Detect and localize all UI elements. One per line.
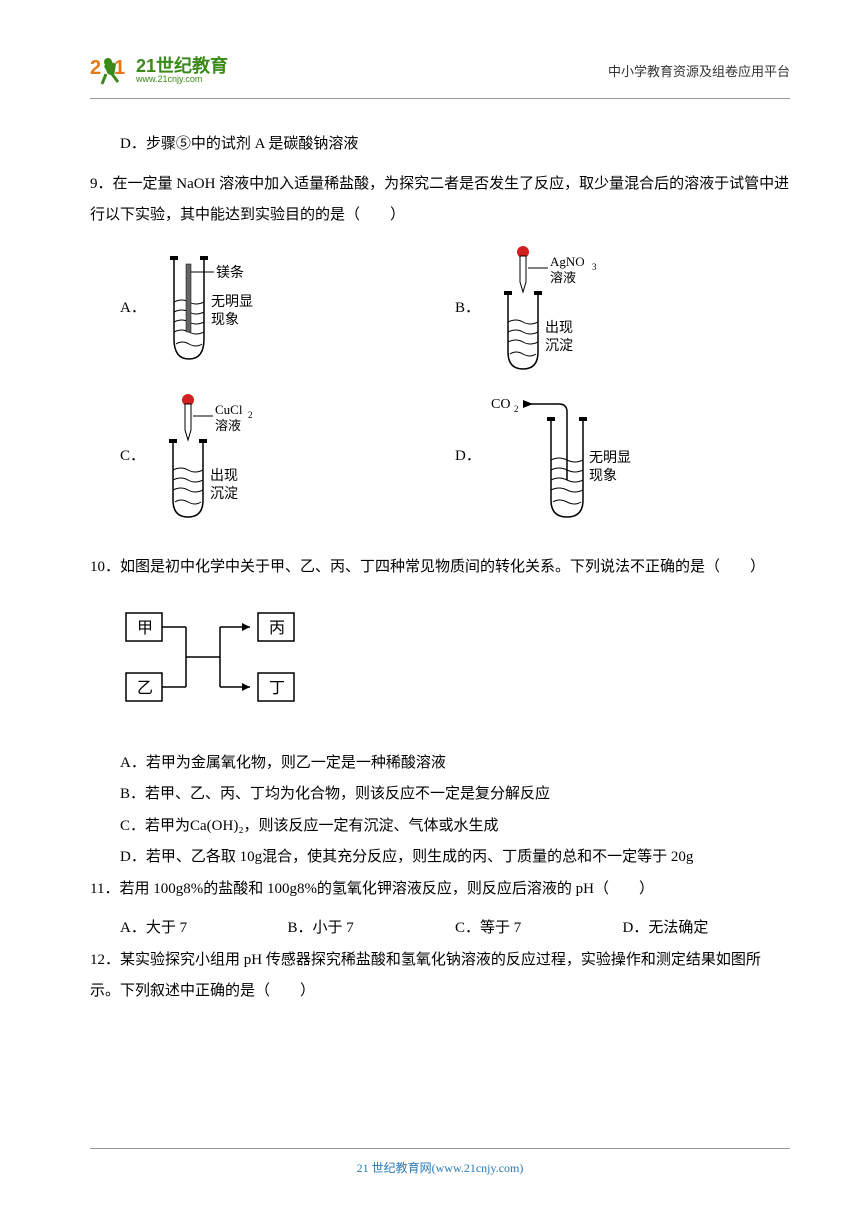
logo-text: 21世纪教育 www.21cnjy.com	[136, 57, 228, 84]
header-right-text: 中小学教育资源及组卷应用平台	[608, 61, 790, 80]
svg-text:现象: 现象	[211, 312, 239, 328]
svg-text:无明显: 无明显	[211, 295, 253, 310]
svg-text:3: 3	[592, 262, 597, 272]
q9-opt-b: B． AgNO 3 溶液 出现 沉淀	[455, 244, 790, 374]
svg-text:沉淀: 沉淀	[210, 486, 238, 502]
svg-text:无明显: 无明显	[589, 451, 631, 466]
tube-diagram-d: CO 2 无明显 现象	[491, 392, 651, 522]
q11-stem: 11．若用 100g8%的盐酸和 100g8%的氢氧化钾溶液反应，则反应后溶液的…	[90, 874, 790, 906]
q9-opt-c: C． CuCl 2 溶液 出现 沉淀	[120, 392, 455, 522]
q10-opt-b: B．若甲、乙、丙、丁均为化合物，则该反应不一定是复分解反应	[90, 779, 790, 811]
opt-letter: A．	[120, 293, 146, 325]
svg-text:溶液: 溶液	[550, 270, 576, 285]
page-footer: 21 世纪教育网(www.21cnjy.com)	[90, 1148, 790, 1176]
opt-letter: C．	[120, 441, 145, 473]
svg-text:出现: 出现	[210, 468, 238, 484]
svg-text:2: 2	[248, 410, 253, 420]
svg-text:CO: CO	[491, 397, 510, 412]
logo-icon: 2 1	[90, 50, 132, 90]
node-yi: 乙	[137, 680, 153, 697]
q10-opt-c: C．若甲为Ca(OH)₂，则该反应一定有沉淀、气体或水生成	[90, 811, 790, 843]
q11-opt-b: B．小于 7	[288, 913, 456, 945]
q10-diagram: 甲 乙 丙 丁	[120, 601, 320, 721]
opt-letter: B．	[455, 293, 480, 325]
tube-diagram-a: 镁条 无明显 现象	[156, 244, 316, 374]
node-jia: 甲	[137, 620, 153, 637]
svg-text:2: 2	[514, 404, 519, 414]
svg-text:2: 2	[90, 57, 101, 79]
q10-opt-d: D．若甲、乙各取 10g混合，使其充分反应，则生成的丙、丁质量的总和不一定等于 …	[90, 842, 790, 874]
q11-opt-c: C．等于 7	[455, 913, 623, 945]
svg-text:镁条: 镁条	[216, 264, 244, 281]
q10-stem: 10．如图是初中化学中关于甲、乙、丙、丁四种常见物质间的转化关系。下列说法不正确…	[90, 552, 790, 584]
node-bing: 丙	[269, 620, 285, 637]
svg-text:沉淀: 沉淀	[545, 338, 573, 354]
tube-diagram-b: AgNO 3 溶液 出现 沉淀	[490, 244, 650, 374]
header-divider	[90, 98, 790, 99]
svg-text:1: 1	[114, 57, 125, 79]
q9-opt-d: D． CO 2 无明显 现象	[455, 392, 790, 522]
q9-options: A． 镁条 无明显 现象 B．	[120, 244, 790, 540]
q10-opt-a: A．若甲为金属氧化物，则乙一定是一种稀酸溶液	[90, 748, 790, 780]
svg-text:AgNO: AgNO	[550, 254, 585, 269]
q9-stem: 9．在一定量 NaOH 溶液中加入适量稀盐酸，为探究二者是否发生了反应，取少量混…	[90, 169, 790, 232]
q12-stem: 12．某实验探究小组用 pH 传感器探究稀盐酸和氢氧化钠溶液的反应过程，实验操作…	[90, 945, 790, 1008]
logo-title: 21世纪教育	[136, 57, 228, 75]
q11-opt-d: D．无法确定	[623, 913, 791, 945]
content-area: D．步骤⑤中的试剂 A 是碳酸钠溶液 9．在一定量 NaOH 溶液中加入适量稀盐…	[90, 129, 790, 1008]
q9-opt-a: A． 镁条 无明显 现象	[120, 244, 455, 374]
q8-opt-d: D．步骤⑤中的试剂 A 是碳酸钠溶液	[90, 129, 790, 161]
logo: 2 1 21世纪教育 www.21cnjy.com	[90, 50, 228, 90]
logo-url: www.21cnjy.com	[136, 75, 228, 84]
node-ding: 丁	[269, 680, 285, 697]
svg-text:现象: 现象	[589, 468, 617, 484]
page-header: 2 1 21世纪教育 www.21cnjy.com 中小学教育资源及组卷应用平台	[90, 50, 790, 90]
tube-diagram-c: CuCl 2 溶液 出现 沉淀	[155, 392, 315, 522]
q11-opt-a: A．大于 7	[120, 913, 288, 945]
svg-text:出现: 出现	[545, 320, 573, 336]
svg-text:CuCl: CuCl	[215, 402, 243, 417]
opt-letter: D．	[455, 441, 481, 473]
q11-options: A．大于 7 B．小于 7 C．等于 7 D．无法确定	[90, 913, 790, 945]
svg-text:溶液: 溶液	[215, 418, 241, 433]
